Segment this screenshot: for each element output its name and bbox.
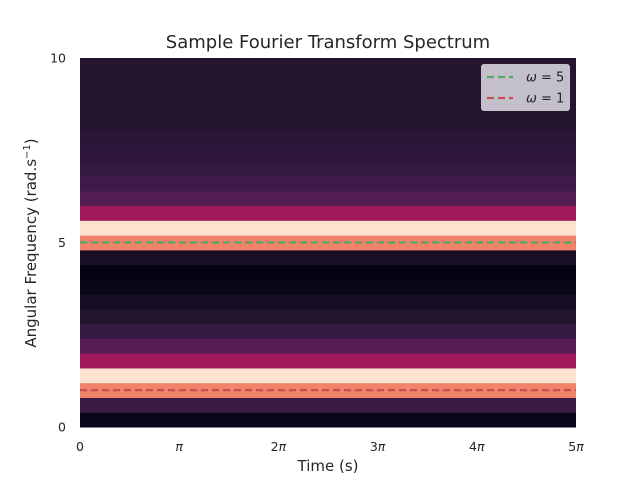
heatmap-bin-14 <box>80 205 576 221</box>
y-tick-label-2: 10 <box>50 51 66 66</box>
legend: ω = 5 ω = 1 <box>481 64 570 111</box>
heatmap-bin-16 <box>80 176 576 192</box>
x-tick-label-0: 0 <box>76 439 84 454</box>
heatmap-bin-5 <box>80 338 576 354</box>
legend-label-0: ω = 5 <box>526 71 564 86</box>
heatmap-bin-10 <box>80 264 576 280</box>
heatmap-bin-15 <box>80 190 576 207</box>
heatmap-bin-1 <box>80 397 576 413</box>
x-axis-ticks: 0 π 2π 3π 4π 5π <box>76 439 584 454</box>
heatmap-bin-4 <box>80 353 576 369</box>
y-axis-label: Angular Frequency (rad.s−1) <box>22 138 40 347</box>
heatmap-bin-9 <box>80 279 576 295</box>
y-tick-label-0: 0 <box>58 420 66 435</box>
x-tick-label-2: 2π <box>271 439 287 454</box>
x-tick-label-5: 5π <box>568 439 584 454</box>
heatmap-bin-0 <box>80 412 576 428</box>
heatmap-bin-19 <box>80 131 576 148</box>
y-axis-label-close: ) <box>22 138 40 144</box>
heatmap-bin-8 <box>80 294 576 310</box>
heatmap-bin-7 <box>80 308 576 325</box>
heatmap-bin-18 <box>80 146 576 162</box>
x-axis-label: Time (s) <box>297 457 359 475</box>
reference-lines <box>80 241 576 392</box>
chart-title: Sample Fourier Transform Spectrum <box>166 32 490 53</box>
legend-label-1: ω = 1 <box>526 92 564 107</box>
heatmap-bin-17 <box>80 161 576 177</box>
heatmap-bin-13 <box>80 220 576 236</box>
y-tick-label-1: 5 <box>58 235 66 250</box>
heatmap-bin-3 <box>80 367 576 384</box>
y-axis-label-main: Angular Frequency (rad.s <box>22 159 40 348</box>
x-tick-label-4: 4π <box>469 439 485 454</box>
legend-box <box>481 64 570 111</box>
heatmap-bins <box>80 58 576 428</box>
heatmap-bin-6 <box>80 323 576 339</box>
heatmap-bin-11 <box>80 249 576 266</box>
x-tick-label-1: π <box>175 439 183 454</box>
x-tick-label-3: 3π <box>370 439 386 454</box>
y-axis-ticks: 0 5 10 <box>50 51 66 435</box>
y-axis-label-superscript: −1 <box>22 144 33 159</box>
